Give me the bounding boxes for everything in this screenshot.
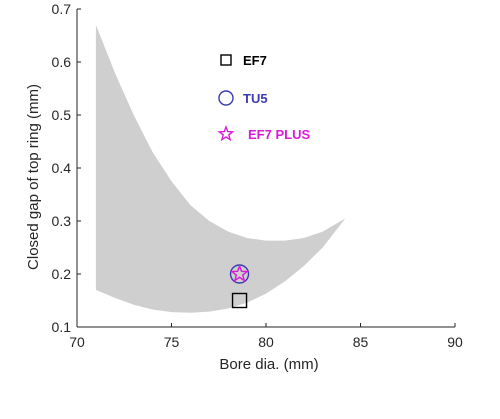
y-tick-label: 0.3 [52,213,72,229]
legend-marker-tu5 [218,90,234,106]
y-axis-label: Closed gap of top ring (mm) [25,84,42,270]
legend-label-tu5: TU5 [243,91,268,106]
y-tick-label: 0.4 [52,160,72,176]
y-tick-label: 0.1 [52,319,72,335]
legend: EF7 TU5 EF7 PLUS [212,46,324,144]
x-tick-label: 75 [164,334,180,350]
x-axis-label: Bore dia. (mm) [219,356,318,373]
legend-marker-ef7 [220,54,232,66]
data-markers [229,263,250,309]
y-tick-label: 0.6 [52,54,72,70]
y-tick-label: 0.2 [52,266,72,282]
axes: 70 75 80 85 90 0.1 0.2 0.3 0.4 0.5 0.6 0.7 [52,1,463,350]
marker-ef7 [231,292,248,309]
legend-marker-ef7-plus [217,125,235,142]
feasible-region-band [95,24,346,313]
x-tick-label: 70 [69,334,85,350]
legend-label-ef7: EF7 [243,53,267,68]
x-tick-label: 85 [353,334,369,350]
legend-label-ef7-plus: EF7 PLUS [248,127,310,142]
y-tick-label: 0.5 [52,107,72,123]
marker-ef7-plus [230,263,250,283]
x-tick-label: 80 [258,334,274,350]
x-tick-label: 90 [447,334,463,350]
y-tick-label: 0.7 [52,1,72,17]
